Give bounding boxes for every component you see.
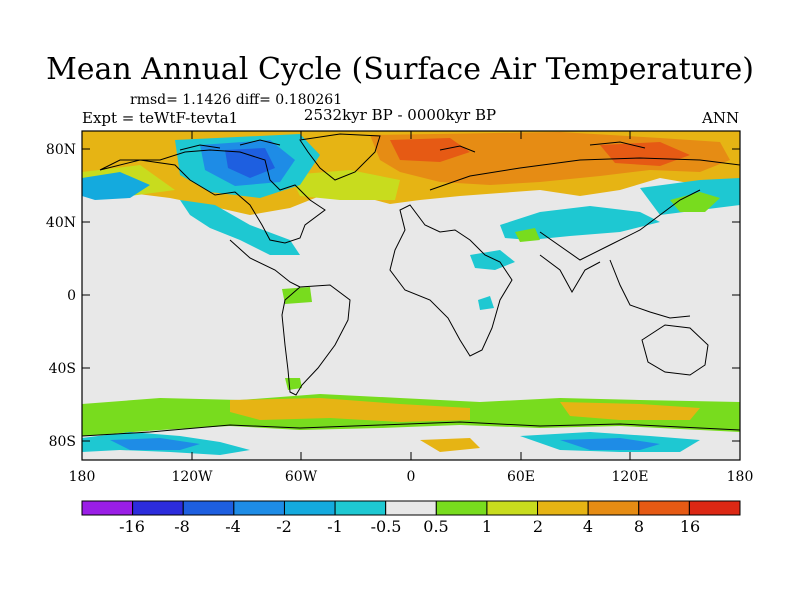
colorbar-box — [334, 500, 387, 516]
colorbar-box — [132, 500, 184, 516]
siberia-red-patch — [600, 142, 690, 166]
south-america-green-patch — [282, 287, 312, 304]
colorbar-label: 0.5 — [423, 517, 448, 536]
north-america-coast — [99, 149, 326, 244]
antarctica-blue-west — [110, 438, 200, 450]
lon-tick-marks — [81, 131, 741, 460]
antarctica-orange-patch — [420, 438, 480, 452]
lat-label-0: 0 — [67, 288, 76, 304]
colorbar-box — [486, 500, 539, 516]
colorbar-box — [638, 500, 690, 516]
eurasia-coast — [429, 157, 740, 261]
canada-dark-blue-region — [225, 148, 275, 178]
eurasia-cool-band — [500, 206, 660, 240]
arctic-red-patch — [390, 138, 470, 162]
alaska-cool-region — [82, 172, 150, 200]
colorbar-label: -1 — [327, 517, 343, 536]
antarctica-coast — [82, 421, 740, 437]
colorbar-box — [385, 500, 437, 516]
colorbar-label: -8 — [174, 517, 190, 536]
season-label: ANN — [702, 109, 740, 127]
coastlines — [82, 133, 740, 437]
lat-tick-marks — [82, 148, 740, 442]
greenland-coast — [299, 133, 381, 181]
colorbar-label: -0.5 — [371, 517, 402, 536]
colorbar-label: 2 — [533, 517, 543, 536]
lon-label-60w: 60W — [285, 469, 318, 485]
arabia-cool-patch — [470, 250, 515, 270]
period-label: 2532kyr BP - 0000kyr BP — [303, 106, 497, 124]
colorbar-box — [233, 500, 285, 516]
lat-label-80n: 80N — [46, 142, 76, 158]
north-america-cool-band — [180, 200, 300, 255]
colorbar-box — [283, 500, 336, 516]
colorbar-label: -16 — [119, 517, 145, 536]
arctic-islands-coast — [179, 139, 646, 153]
se-asia-coast — [609, 259, 691, 319]
colorbar-box — [537, 500, 589, 516]
australia-coast — [641, 324, 709, 376]
colorbar-box — [182, 500, 235, 516]
antarctica-blue-east — [560, 438, 660, 450]
southern-ocean-orange-band — [230, 398, 470, 422]
lon-label-0: 0 — [407, 469, 416, 485]
colorbar-label: -4 — [225, 517, 241, 536]
anomaly-field — [82, 131, 740, 460]
colorbar — [81, 500, 741, 516]
central-america-coast — [229, 239, 301, 288]
colorbar-box — [688, 500, 741, 516]
lon-label-60e: 60E — [507, 469, 535, 485]
lon-label-120w: 120W — [171, 469, 213, 485]
lat-label-40n: 40N — [46, 215, 76, 231]
southern-ocean-orange-east — [560, 402, 700, 420]
colorbar-label: 1 — [482, 517, 492, 536]
atlantic-yellow-region — [290, 170, 400, 200]
east-asia-green-patch — [515, 228, 540, 242]
lon-label-180e: 180 — [727, 469, 754, 485]
colorbar-box — [435, 500, 488, 516]
europe-africa-coast — [389, 204, 513, 357]
lon-label-120e: 120E — [612, 469, 649, 485]
map-title: Mean Annual Cycle (Surface Air Temperatu… — [46, 52, 754, 87]
colorbar-label: 8 — [634, 517, 644, 536]
lon-label-180w: 180 — [69, 469, 96, 485]
lat-label-40s: 40S — [49, 361, 76, 377]
colorbar-label: 4 — [583, 517, 593, 536]
stats-label: rmsd= 1.1426 diff= 0.180261 — [130, 92, 343, 108]
india-coast — [539, 254, 601, 294]
colorbar-label: 16 — [680, 517, 700, 536]
south-america-coast — [281, 284, 351, 396]
colorbar-label: -2 — [276, 517, 292, 536]
colorbar-box — [587, 500, 640, 516]
africa-cool-patch — [478, 296, 494, 310]
experiment-label: Expt = teWtF-tevta1 — [82, 109, 239, 127]
pacific-green-patch — [670, 192, 720, 212]
colorbar-box — [81, 500, 134, 516]
lat-label-80s: 80S — [49, 434, 76, 450]
